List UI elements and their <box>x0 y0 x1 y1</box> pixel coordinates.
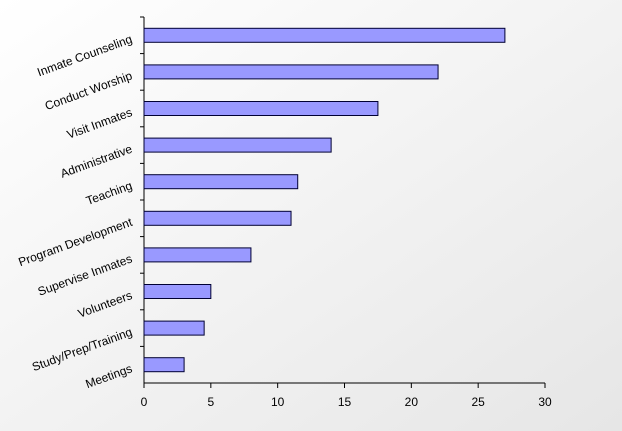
bar <box>143 137 332 153</box>
bar <box>143 210 292 226</box>
x-tick-label: 10 <box>271 395 285 409</box>
bar <box>143 320 205 336</box>
x-tick-label: 0 <box>141 395 148 409</box>
bar <box>143 247 252 263</box>
x-tick-label: 5 <box>207 395 214 409</box>
bar <box>143 284 212 299</box>
x-tick-label: 20 <box>405 395 419 409</box>
bar <box>143 174 299 190</box>
bar <box>143 101 379 116</box>
bar <box>143 27 506 43</box>
x-tick-label: 30 <box>538 395 552 409</box>
bar <box>143 64 439 80</box>
x-tick-label: 25 <box>471 395 485 409</box>
bar <box>143 357 185 373</box>
x-tick-label: 15 <box>338 395 352 409</box>
